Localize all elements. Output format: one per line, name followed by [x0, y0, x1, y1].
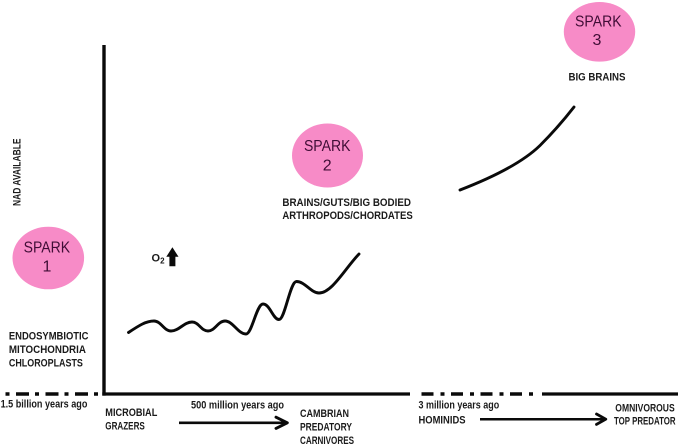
- svg-text:TOP PREDATOR: TOP PREDATOR: [614, 415, 676, 427]
- svg-text:CARNIVORES: CARNIVORES: [300, 435, 354, 444]
- svg-text:CHLOROPLASTS: CHLOROPLASTS: [9, 357, 83, 369]
- svg-text:GRAZERS: GRAZERS: [105, 420, 145, 432]
- svg-text:OMNIVOROUS: OMNIVOROUS: [615, 403, 674, 415]
- svg-text:O2: O2: [152, 253, 166, 266]
- svg-text:MICROBIAL: MICROBIAL: [105, 407, 157, 419]
- svg-text:2: 2: [323, 158, 332, 175]
- svg-text:NAD AVAILABLE: NAD AVAILABLE: [12, 139, 24, 207]
- svg-text:ARTHROPODS/CHORDATES: ARTHROPODS/CHORDATES: [282, 210, 412, 222]
- svg-text:ENDOSYMBIOTIC: ENDOSYMBIOTIC: [9, 331, 89, 343]
- svg-text:3: 3: [593, 32, 602, 49]
- svg-text:1: 1: [42, 259, 51, 276]
- svg-text:BIG BRAINS: BIG BRAINS: [569, 72, 626, 84]
- svg-text:MITOCHONDRIA: MITOCHONDRIA: [9, 344, 86, 356]
- svg-text:SPARK: SPARK: [304, 138, 351, 155]
- svg-text:HOMINIDS: HOMINIDS: [419, 415, 466, 427]
- svg-text:PREDATORY: PREDATORY: [300, 422, 353, 434]
- svg-text:500 million years ago: 500 million years ago: [191, 400, 284, 412]
- svg-text:SPARK: SPARK: [575, 14, 622, 31]
- svg-text:3 million years ago: 3 million years ago: [419, 400, 500, 412]
- svg-text:1.5 billion years ago: 1.5 billion years ago: [1, 399, 88, 411]
- svg-text:SPARK: SPARK: [24, 240, 71, 257]
- svg-text:CAMBRIAN: CAMBRIAN: [300, 408, 349, 420]
- svg-text:BRAINS/GUTS/BIG BODIED: BRAINS/GUTS/BIG BODIED: [282, 197, 411, 209]
